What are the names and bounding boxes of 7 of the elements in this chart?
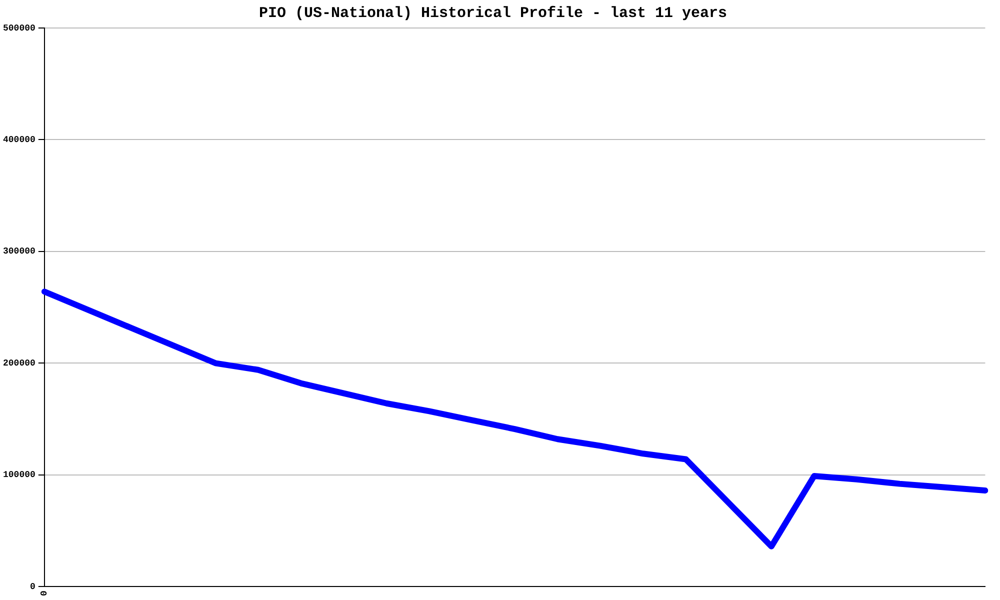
y-tick-label: 400000 [3,134,36,145]
chart-title: PIO (US-National) Historical Profile - last 11 years [258,4,728,22]
y-tick-label: 300000 [3,246,36,257]
y-tick-label: 200000 [3,358,36,368]
y-tick-label: 0 [30,582,36,592]
y-tick-label: 100000 [3,470,36,480]
y-tick-label: 500000 [3,23,36,34]
